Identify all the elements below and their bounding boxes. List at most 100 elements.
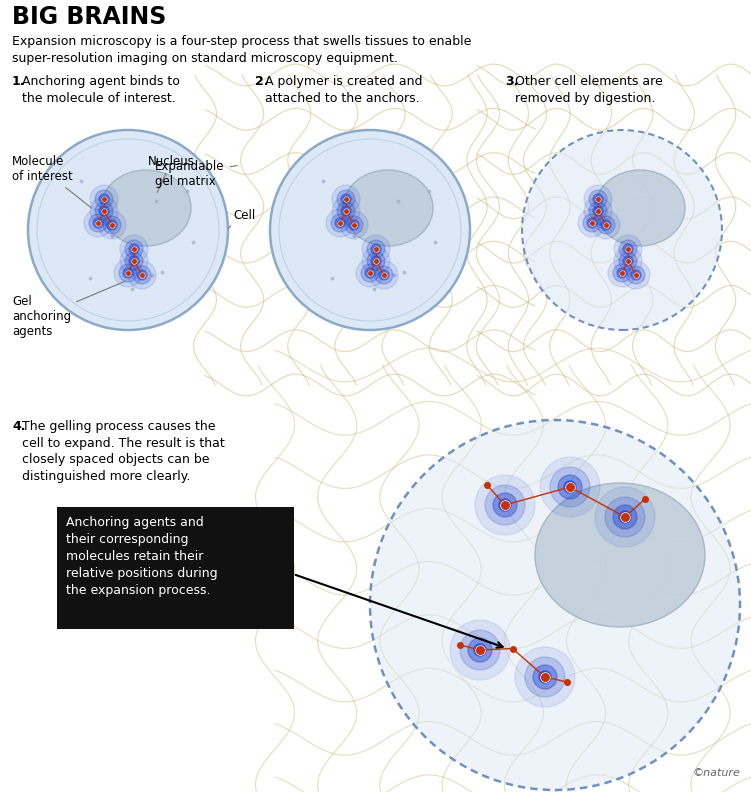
Circle shape xyxy=(634,272,638,277)
Circle shape xyxy=(373,258,379,264)
Circle shape xyxy=(270,130,470,330)
Circle shape xyxy=(356,259,384,287)
Circle shape xyxy=(331,214,349,232)
Circle shape xyxy=(101,208,107,214)
Circle shape xyxy=(362,247,390,275)
Circle shape xyxy=(99,206,109,216)
Circle shape xyxy=(120,247,148,275)
Circle shape xyxy=(95,190,113,208)
Circle shape xyxy=(587,218,597,228)
Circle shape xyxy=(123,268,133,278)
Circle shape xyxy=(474,644,486,656)
Circle shape xyxy=(340,211,368,239)
Circle shape xyxy=(460,630,500,670)
Circle shape xyxy=(584,197,612,225)
Circle shape xyxy=(95,220,101,226)
Circle shape xyxy=(375,266,393,284)
Circle shape xyxy=(583,214,601,232)
Circle shape xyxy=(614,247,642,275)
Circle shape xyxy=(341,206,351,216)
Text: Other cell elements are
removed by digestion.: Other cell elements are removed by diges… xyxy=(515,75,662,105)
Text: 2.: 2. xyxy=(255,75,269,88)
Circle shape xyxy=(595,487,655,547)
Circle shape xyxy=(351,223,357,227)
Circle shape xyxy=(485,485,525,525)
Circle shape xyxy=(613,264,631,282)
Ellipse shape xyxy=(101,170,191,246)
Text: 3.: 3. xyxy=(505,75,518,88)
Circle shape xyxy=(593,194,603,204)
Ellipse shape xyxy=(343,170,433,246)
Circle shape xyxy=(550,467,590,507)
Circle shape xyxy=(98,211,126,239)
Text: 4.: 4. xyxy=(12,420,26,433)
Circle shape xyxy=(125,252,143,270)
Circle shape xyxy=(341,194,351,204)
Circle shape xyxy=(592,211,620,239)
Circle shape xyxy=(129,256,139,266)
Circle shape xyxy=(617,268,627,278)
Circle shape xyxy=(370,420,740,790)
Circle shape xyxy=(626,246,631,252)
Circle shape xyxy=(120,235,148,263)
Circle shape xyxy=(101,196,107,201)
Circle shape xyxy=(379,270,389,280)
Circle shape xyxy=(589,202,607,220)
Circle shape xyxy=(522,130,722,330)
Circle shape xyxy=(596,208,601,214)
Text: Expandable
gel matrix: Expandable gel matrix xyxy=(155,160,237,188)
Ellipse shape xyxy=(595,170,685,246)
Circle shape xyxy=(337,220,342,226)
Circle shape xyxy=(90,185,118,213)
Circle shape xyxy=(335,218,345,228)
Circle shape xyxy=(90,197,118,225)
Circle shape xyxy=(133,266,151,284)
Circle shape xyxy=(326,209,354,237)
Circle shape xyxy=(619,240,637,258)
Circle shape xyxy=(131,258,137,264)
Circle shape xyxy=(365,268,375,278)
Circle shape xyxy=(99,194,109,204)
Text: 1.: 1. xyxy=(12,75,26,88)
Circle shape xyxy=(525,657,565,697)
Circle shape xyxy=(125,240,143,258)
Circle shape xyxy=(564,481,576,493)
Circle shape xyxy=(129,244,139,254)
Circle shape xyxy=(367,252,385,270)
Circle shape xyxy=(499,499,511,511)
Circle shape xyxy=(589,190,607,208)
Circle shape xyxy=(125,271,131,276)
Circle shape xyxy=(107,220,117,230)
Circle shape xyxy=(131,246,137,252)
Circle shape xyxy=(128,261,156,289)
Text: ©nature: ©nature xyxy=(692,768,740,778)
Circle shape xyxy=(103,216,121,234)
Circle shape xyxy=(539,671,551,683)
Circle shape xyxy=(605,497,645,537)
Circle shape xyxy=(450,620,510,680)
Circle shape xyxy=(597,216,615,234)
Circle shape xyxy=(140,272,144,277)
Circle shape xyxy=(373,246,379,252)
Circle shape xyxy=(345,216,363,234)
Circle shape xyxy=(343,208,348,214)
Circle shape xyxy=(613,505,637,529)
Circle shape xyxy=(604,223,608,227)
Circle shape xyxy=(614,235,642,263)
Ellipse shape xyxy=(535,483,705,627)
FancyBboxPatch shape xyxy=(57,507,294,629)
Circle shape xyxy=(623,256,633,266)
Circle shape xyxy=(343,196,348,201)
Circle shape xyxy=(620,271,625,276)
Circle shape xyxy=(584,185,612,213)
Circle shape xyxy=(596,196,601,201)
Text: Nucleus: Nucleus xyxy=(148,155,195,192)
Circle shape xyxy=(608,259,636,287)
Circle shape xyxy=(493,493,517,517)
Circle shape xyxy=(337,190,355,208)
Circle shape xyxy=(370,261,398,289)
Circle shape xyxy=(515,647,575,707)
Text: Cell: Cell xyxy=(228,208,255,228)
Text: BIG BRAINS: BIG BRAINS xyxy=(12,5,167,29)
Circle shape xyxy=(371,256,381,266)
